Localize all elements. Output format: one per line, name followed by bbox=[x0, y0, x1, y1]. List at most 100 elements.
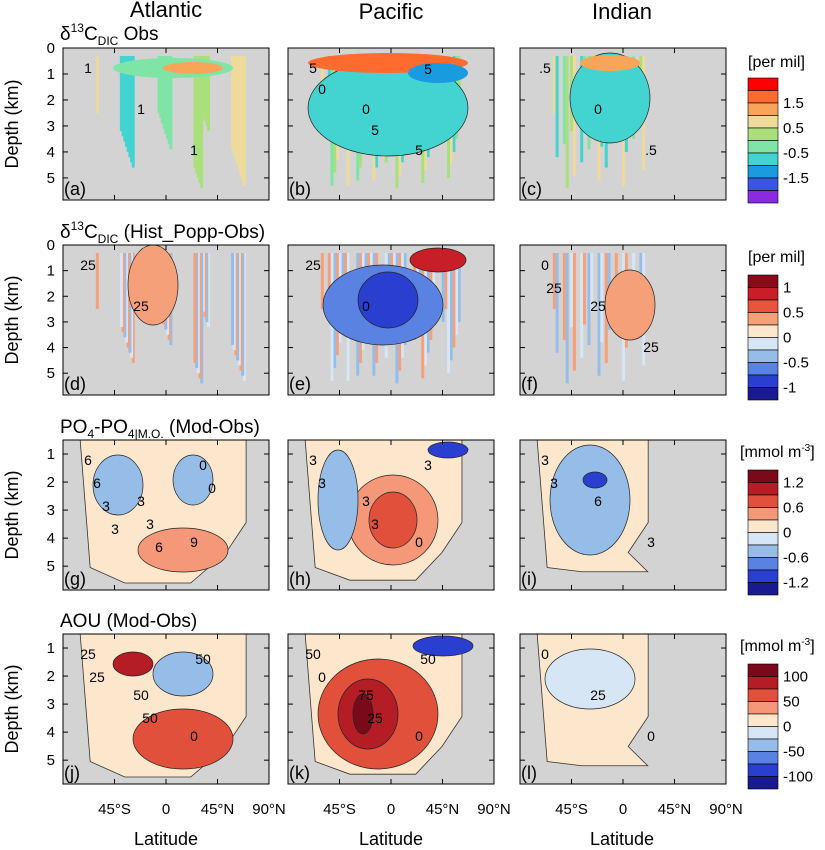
x-tick-label: 0 bbox=[387, 801, 395, 818]
contour-label: 0 bbox=[541, 257, 549, 273]
colorbar-segment bbox=[747, 374, 779, 388]
cruise-track bbox=[232, 253, 236, 351]
y-tick-label: 4 bbox=[47, 144, 55, 161]
column-title-atlantic: Atlantic bbox=[130, 0, 202, 22]
cruise-track bbox=[231, 56, 235, 150]
colorbar-segment bbox=[747, 190, 779, 204]
colorbar-row-4: 100 50 0 -50 -100 bbox=[747, 663, 813, 790]
x-tick-label: 45°S bbox=[555, 801, 588, 818]
x-tick-label: 90°N bbox=[252, 801, 286, 818]
contour-label: 3 bbox=[541, 452, 549, 468]
colorbar-segment bbox=[747, 165, 779, 179]
cruise-track bbox=[164, 56, 168, 134]
contour-label: 0 bbox=[647, 728, 655, 744]
colorbar-tick-label: -0.5 bbox=[783, 355, 809, 372]
panel-j: 25 50 0 25 50 50 (j) 1 2 3 4 5 45°S 0 45°N 90°N bbox=[47, 633, 286, 818]
colorbar-segment bbox=[747, 676, 779, 690]
contour-label: 3 bbox=[111, 521, 119, 537]
contour-label: 25 bbox=[89, 669, 105, 685]
y-tick-label: 0 bbox=[47, 40, 55, 57]
cruise-track bbox=[162, 56, 166, 129]
colorbar-segment bbox=[747, 776, 779, 790]
colorbar-tick-label: 0 bbox=[783, 525, 791, 542]
cruise-track bbox=[206, 56, 210, 132]
x-tick-label: 45°S bbox=[98, 801, 131, 818]
x-tick-label: 45°N bbox=[658, 801, 692, 818]
cruise-track bbox=[455, 253, 459, 335]
panel-a: 1 1 1 (a) 0 1 2 3 4 5 bbox=[47, 40, 270, 201]
positive-anomaly bbox=[127, 245, 179, 326]
colorbar-segment bbox=[747, 532, 779, 546]
colorbar-segment bbox=[747, 387, 779, 401]
cruise-track bbox=[95, 56, 99, 113]
cruise-track bbox=[555, 56, 559, 158]
cruise-track bbox=[444, 253, 448, 310]
contour-label: 0 bbox=[415, 728, 423, 744]
cruise-track bbox=[590, 253, 594, 312]
cruise-track bbox=[159, 56, 163, 119]
colorbar-segment bbox=[747, 713, 779, 727]
cruise-track bbox=[119, 253, 123, 328]
contour-label: 25 bbox=[367, 710, 383, 726]
colorbar-segment bbox=[747, 312, 779, 326]
cruise-track bbox=[205, 253, 209, 322]
contour-label: 6 bbox=[594, 493, 602, 509]
colorbar-segment bbox=[747, 140, 779, 154]
cruise-track bbox=[565, 253, 569, 384]
contour-label: 50 bbox=[133, 687, 149, 703]
negative-core bbox=[357, 271, 419, 329]
cruise-track bbox=[200, 253, 204, 384]
colorbar-segment bbox=[747, 152, 779, 166]
colorbar-segment bbox=[747, 519, 779, 533]
y-tick-label: 2 bbox=[47, 92, 55, 109]
colorbar-segment bbox=[747, 663, 779, 677]
negative-anomaly bbox=[544, 648, 636, 710]
colorbar-segment bbox=[747, 701, 779, 715]
cruise-track bbox=[201, 56, 205, 116]
y-tick-label: 1 bbox=[47, 446, 55, 463]
colorbar-segment bbox=[747, 751, 779, 765]
colorbar-segment bbox=[747, 77, 779, 91]
cruise-track bbox=[237, 253, 241, 366]
colorbar-segment bbox=[747, 544, 779, 558]
contour-label: .5 bbox=[645, 142, 657, 158]
colorbar-tick-label: 0.6 bbox=[783, 500, 804, 517]
x-axis-label-atlantic: Latitude bbox=[134, 829, 198, 849]
cruise-track bbox=[206, 253, 210, 328]
colorbar-tick-label: 0 bbox=[783, 719, 791, 736]
colorbar-segment bbox=[747, 726, 779, 740]
x-tick-label: 45°N bbox=[426, 801, 460, 818]
contour-label: 1 bbox=[84, 60, 92, 76]
colorbar-tick-label: 0.5 bbox=[783, 305, 804, 322]
contour-label: 0 bbox=[208, 480, 216, 496]
cruise-track bbox=[452, 253, 456, 348]
colorbar-tick-label: -50 bbox=[783, 744, 805, 761]
contour-label: 6 bbox=[93, 475, 101, 491]
cruise-track bbox=[203, 56, 207, 121]
cruise-track bbox=[242, 253, 246, 381]
contour-label: 3 bbox=[647, 534, 655, 550]
panel-label: (c) bbox=[521, 179, 542, 199]
colorbar-segment bbox=[747, 287, 779, 301]
cruise-track bbox=[165, 56, 169, 139]
contour-label: 25 bbox=[643, 339, 659, 355]
contour-label: 3 bbox=[309, 452, 317, 468]
contour-label: 6 bbox=[84, 452, 92, 468]
panel-label: (k) bbox=[289, 763, 310, 783]
x-tick-label: 90°N bbox=[709, 801, 743, 818]
colorbar-segment bbox=[747, 115, 779, 129]
colorbar-unit-row-4: [mmol m-3] bbox=[740, 637, 815, 655]
y-tick-label: 5 bbox=[47, 752, 55, 769]
y-tick-label: 1 bbox=[47, 66, 55, 83]
colorbar-tick-label: 1.5 bbox=[783, 95, 804, 112]
y-tick-label: 3 bbox=[47, 118, 55, 135]
negative-anomaly bbox=[172, 454, 214, 506]
cruise-track bbox=[565, 56, 569, 189]
cruise-track bbox=[587, 253, 591, 345]
panel-k: 50 75 0 0 25 50 (k) 45°S 0 45°N 90°N bbox=[287, 633, 511, 818]
panel-label: (g) bbox=[64, 569, 86, 589]
colorbar-unit-row-3: [mmol m-3] bbox=[740, 443, 815, 461]
cruise-track bbox=[457, 253, 461, 322]
surface-high bbox=[163, 62, 223, 74]
